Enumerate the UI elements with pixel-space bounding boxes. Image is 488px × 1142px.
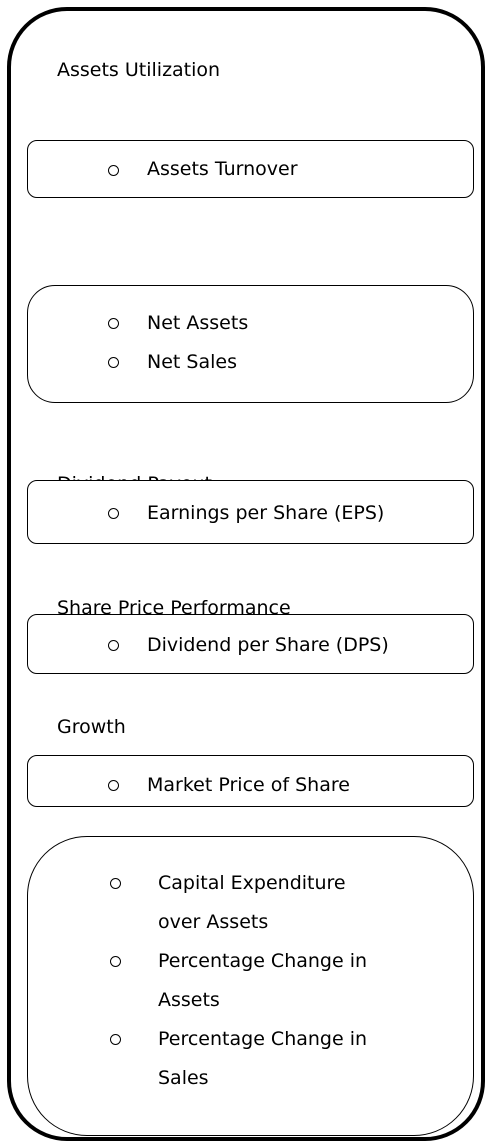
heading: Share Price Performance <box>57 597 291 619</box>
bullet <box>108 508 119 519</box>
list-item: Percentage Change in Assets <box>110 942 383 1020</box>
item: Dividend per Share (DPS) <box>147 634 389 656</box>
bullet <box>108 357 119 368</box>
item: Capital Expenditure over Assets <box>158 872 346 933</box>
bullet <box>108 165 119 176</box>
box: Assets Turnover <box>27 140 474 198</box>
list-item: Capital Expenditure over Assets <box>110 864 383 942</box>
item-list: Capital Expenditure over Assets Percenta… <box>110 864 383 1098</box>
item: Assets Turnover <box>147 158 298 180</box>
item: Percentage Change in Sales <box>158 1028 368 1089</box>
bullet <box>108 780 119 791</box>
box <box>27 836 474 1136</box>
box: Net Assets Net Sales <box>27 285 474 403</box>
heading: Growth <box>57 716 126 738</box>
bullet <box>108 640 119 651</box>
box: Earnings per Share (EPS) <box>27 480 474 544</box>
box: Dividend per Share (DPS) <box>27 614 474 674</box>
list-item: Percentage Change in Sales <box>110 1020 383 1098</box>
bullet <box>108 318 119 329</box>
box: Market Price of Share <box>27 755 474 807</box>
heading: Assets Utilization <box>57 59 221 81</box>
bullet <box>110 1034 121 1045</box>
item: Market Price of Share <box>147 774 350 796</box>
item: Net Assets <box>147 312 249 334</box>
bullet <box>110 956 121 967</box>
item: Earnings per Share (EPS) <box>147 502 385 524</box>
item: Percentage Change in Assets <box>158 950 368 1011</box>
bullet <box>110 878 121 889</box>
item: Net Sales <box>147 351 237 373</box>
